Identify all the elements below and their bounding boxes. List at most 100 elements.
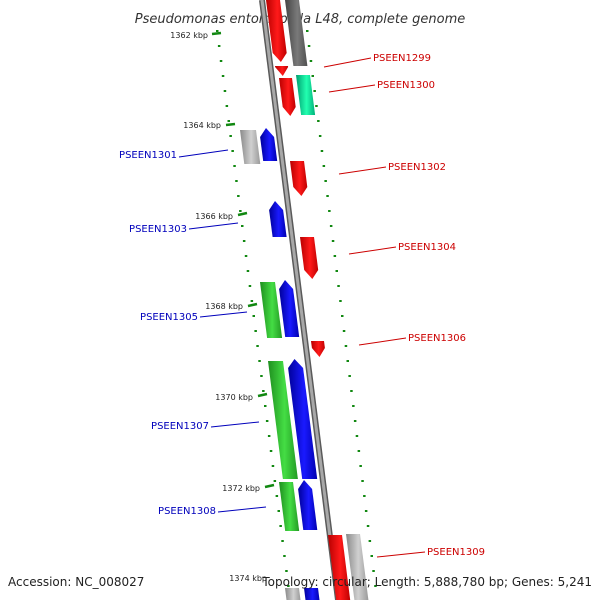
gene-arrow-blue[interactable] (279, 280, 300, 337)
kbp-label: 1372 kbp (222, 484, 260, 493)
gene-label-pseen1308[interactable]: PSEEN1308 (158, 506, 267, 517)
tick-dot (262, 390, 265, 392)
tick-dots (216, 30, 377, 587)
tick-dot (237, 195, 240, 197)
tick-dot (246, 270, 250, 272)
tick-dot (277, 510, 280, 512)
tick-dot (271, 465, 275, 467)
tick-dot (287, 585, 290, 587)
tick-dot (318, 135, 322, 137)
gene-arrow-red[interactable] (266, 0, 287, 62)
gene-label-text: PSEEN1307 (151, 421, 209, 432)
tick-dot (317, 120, 320, 122)
gene-label-pseen1299[interactable]: PSEEN1299 (323, 53, 431, 68)
gene-arrow-blue[interactable] (304, 588, 320, 600)
tick-dot (267, 435, 271, 437)
gene-arrow-green[interactable] (279, 482, 300, 531)
tick-dot (235, 180, 238, 182)
gene-arrow-blue[interactable] (260, 128, 278, 161)
tick-dot (335, 270, 338, 272)
gene-label-pseen1302[interactable]: PSEEN1302 (338, 162, 446, 175)
gene-arrow-gray[interactable] (346, 534, 369, 600)
tick-dot (309, 60, 313, 62)
kbp-label: 1364 kbp (183, 121, 221, 130)
tick-dot (355, 435, 359, 437)
gene-label-text: PSEEN1299 (373, 53, 431, 64)
gene-arrow-blue[interactable] (298, 480, 318, 530)
tick-dot (239, 210, 242, 212)
gene-arrow-dark-gray[interactable] (285, 0, 308, 66)
tick-dot (324, 180, 327, 182)
gene-arrow-gray[interactable] (240, 130, 261, 164)
gene-arrow-red[interactable] (328, 535, 351, 600)
gene-label-pseen1305[interactable]: PSEEN1305 (140, 311, 248, 323)
gene-arrow-red[interactable] (311, 341, 325, 357)
tick-dot (273, 480, 277, 482)
tick-dot (337, 285, 340, 287)
kbp-label: 1374 kbp (229, 574, 267, 583)
gene-arrow-red[interactable] (275, 66, 289, 76)
tick-dot (306, 30, 309, 32)
gene-arrow-red[interactable] (300, 237, 319, 279)
tick-dot (221, 75, 225, 77)
kbp-label: 1370 kbp (215, 393, 253, 402)
tick-dot (364, 510, 368, 512)
tick-dot (341, 315, 344, 317)
tick-dot (339, 300, 342, 302)
accession-text: Accession: NC_008027 (8, 575, 144, 589)
gene-label-pseen1307[interactable]: PSEEN1307 (151, 421, 260, 432)
tick-dot (248, 285, 252, 287)
gene-label-pseen1303[interactable]: PSEEN1303 (129, 222, 239, 235)
genome-backbone (259, 0, 341, 600)
gene-label-pseen1300[interactable]: PSEEN1300 (328, 80, 435, 93)
gene-arrow-red[interactable] (290, 161, 308, 196)
tick-dot (348, 375, 351, 377)
tick-dot (229, 135, 232, 137)
tick-dot (372, 570, 375, 572)
tick-dot (231, 150, 234, 152)
tick-dot (217, 45, 221, 47)
tick-dot (269, 450, 273, 452)
gene-arrow-green[interactable] (260, 282, 283, 338)
gene-label-text: PSEEN1304 (398, 242, 456, 253)
kbp-marker: 1368 kbp (205, 302, 258, 311)
gene-label-pseen1306[interactable]: PSEEN1306 (358, 333, 466, 346)
tick-dot (225, 105, 229, 107)
tick-dot (233, 165, 236, 167)
tick-dot (357, 450, 361, 452)
tick-dot (307, 45, 311, 47)
kbp-label: 1366 kbp (195, 212, 233, 221)
gene-arrow-green[interactable] (268, 361, 298, 479)
tick-dot (242, 240, 246, 242)
gene-label-pseen1301[interactable]: PSEEN1301 (119, 149, 229, 161)
tick-dot (311, 75, 314, 77)
tick-dot (265, 420, 269, 422)
tick-dot (326, 195, 329, 197)
gene-label-pseen1309[interactable]: PSEEN1309 (376, 547, 485, 558)
tick-dot (241, 225, 244, 227)
kbp-marker: 1364 kbp (183, 121, 236, 130)
gene-label-text: PSEEN1302 (388, 162, 446, 173)
gene-arrow-blue[interactable] (288, 359, 318, 479)
gene-arrow-teal[interactable] (296, 75, 316, 115)
tick-dot (313, 90, 316, 92)
gene-arrow-blue[interactable] (269, 201, 287, 237)
gene-arrows (240, 0, 369, 600)
tick-dot (283, 555, 286, 557)
tick-dot (350, 390, 353, 392)
kbp-marker: 1366 kbp (195, 211, 248, 221)
tick-dot (227, 120, 230, 122)
tick-dot (363, 495, 366, 497)
tick-dot (216, 30, 219, 32)
gene-label-pseen1304[interactable]: PSEEN1304 (348, 242, 456, 255)
gene-label-text: PSEEN1300 (377, 80, 435, 91)
tick-dot (285, 570, 288, 572)
gene-arrow-red[interactable] (279, 78, 296, 116)
tick-dot (352, 405, 355, 407)
gene-arrow-gray[interactable] (285, 588, 301, 600)
tick-dot (320, 150, 324, 152)
gene-label-text: PSEEN1305 (140, 312, 198, 323)
topology-summary: Topology: circular; Length: 5,888,780 bp… (261, 575, 592, 589)
tick-dot (374, 585, 377, 587)
